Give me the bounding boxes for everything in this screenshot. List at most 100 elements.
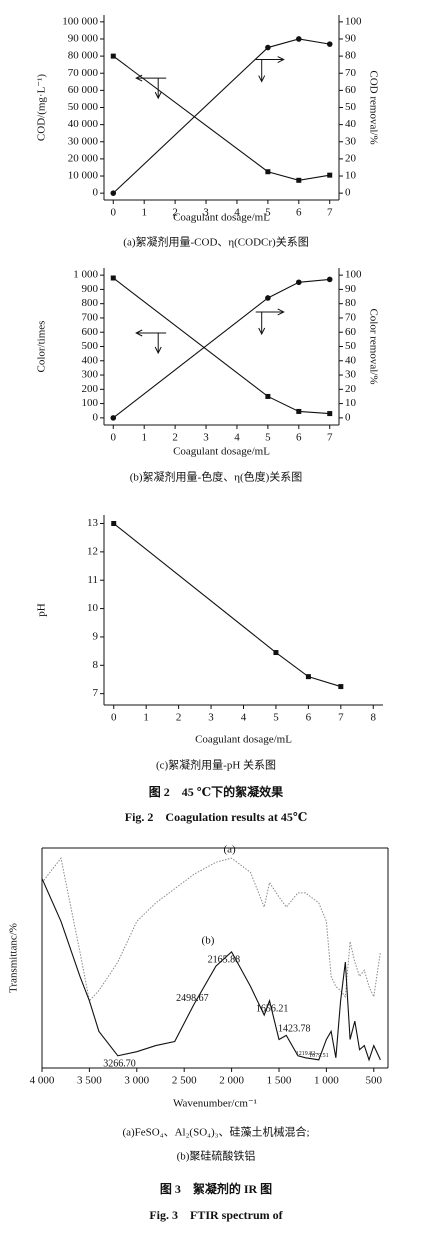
x-tick-label: 2 000 bbox=[219, 1075, 244, 1087]
marker bbox=[326, 41, 333, 47]
y2-tick-label: 50 bbox=[345, 340, 357, 352]
x-tick-label: 1 000 bbox=[314, 1075, 339, 1087]
series-line bbox=[41, 878, 381, 1062]
y-axis-label: pH bbox=[36, 603, 48, 617]
y2-tick-label: 50 bbox=[345, 101, 357, 113]
peak-label: 1079.51 bbox=[309, 1053, 329, 1059]
y-tick-label: 500 bbox=[82, 340, 99, 352]
y2-tick-label: 90 bbox=[345, 33, 357, 45]
marker bbox=[111, 521, 117, 527]
series-label: (a) bbox=[223, 844, 236, 856]
y-tick-label: 10 000 bbox=[68, 170, 99, 182]
x-tick-label: 0 bbox=[111, 432, 117, 444]
series-line bbox=[112, 38, 330, 194]
x-tick-label: 7 bbox=[327, 207, 333, 219]
x-tick-label: 1 bbox=[141, 432, 147, 444]
peak-label: 3266.70 bbox=[103, 1058, 136, 1069]
y2-tick-label: 10 bbox=[345, 170, 357, 182]
y2-tick-label: 100 bbox=[345, 15, 362, 27]
y-tick-label: 100 000 bbox=[62, 15, 98, 27]
x-tick-label: 1 500 bbox=[267, 1075, 292, 1087]
y-tick-label: 400 bbox=[82, 354, 99, 366]
arrow bbox=[135, 329, 167, 355]
y-tick-label: 700 bbox=[82, 311, 99, 323]
y-tick-label: 50 000 bbox=[68, 101, 99, 113]
y2-tick-label: 40 bbox=[345, 354, 357, 366]
x-tick-label: 8 bbox=[371, 712, 377, 724]
x-tick-label: 6 bbox=[296, 432, 302, 444]
x-tick-label: 0 bbox=[111, 712, 117, 724]
marker bbox=[296, 36, 302, 42]
y-tick-label: 90 000 bbox=[68, 33, 99, 45]
x-tick-label: 5 bbox=[265, 207, 271, 219]
caption: (b)絮凝剂用量-色度、η(色度)关系图 bbox=[130, 470, 303, 484]
y-tick-label: 800 bbox=[82, 297, 99, 309]
x-tick-label: 5 bbox=[273, 712, 279, 724]
marker bbox=[305, 674, 311, 680]
x-tick-label: 6 bbox=[306, 712, 312, 724]
marker bbox=[327, 411, 333, 417]
y-tick-label: 0 bbox=[93, 411, 99, 423]
peak-label: 2165.88 bbox=[208, 954, 241, 965]
y-axis-label: Color/times bbox=[36, 321, 48, 373]
x-tick-label: 5 bbox=[265, 432, 271, 444]
series-label: (b) bbox=[202, 935, 215, 947]
arrow bbox=[255, 308, 285, 336]
y2-tick-label: 30 bbox=[345, 369, 357, 381]
y-tick-label: 13 bbox=[87, 517, 99, 529]
x-tick-label: 2 bbox=[172, 432, 178, 444]
y2-tick-label: 90 bbox=[345, 283, 357, 295]
y-tick-label: 20 000 bbox=[68, 152, 99, 164]
figure-title: 图 2 45 ℃下的絮凝效果 bbox=[149, 784, 283, 799]
y-tick-label: 900 bbox=[82, 283, 99, 295]
y2-tick-label: 80 bbox=[345, 297, 357, 309]
figure-title: Fig. 2 Coagulation results at 45℃ bbox=[125, 810, 308, 824]
x-tick-label: 3 bbox=[203, 432, 209, 444]
y2-axis-label: COD removal/% bbox=[367, 70, 379, 144]
y-tick-label: 0 bbox=[93, 187, 99, 199]
caption: (c)絮凝剂用量-pH 关系图 bbox=[156, 758, 276, 772]
y2-tick-label: 10 bbox=[345, 397, 357, 409]
y-tick-label: 30 000 bbox=[68, 135, 99, 147]
x-tick-label: 4 bbox=[241, 712, 247, 724]
y2-tick-label: 0 bbox=[345, 187, 351, 199]
marker bbox=[265, 393, 271, 399]
x-tick-label: 6 bbox=[296, 207, 302, 219]
y-tick-label: 60 000 bbox=[68, 84, 99, 96]
x-tick-label: 7 bbox=[338, 712, 344, 724]
peak-label: 1656.21 bbox=[256, 1003, 289, 1014]
y-tick-label: 9 bbox=[93, 630, 99, 642]
x-axis-label: Coagulant dosage/mL bbox=[195, 734, 292, 746]
x-tick-label: 3 000 bbox=[124, 1075, 149, 1087]
y-tick-label: 300 bbox=[82, 369, 99, 381]
figure-title: Fig. 3 FTIR spectrum of bbox=[149, 1208, 283, 1222]
marker bbox=[296, 177, 302, 183]
y-axis-label: COD/(mg·L⁻¹) bbox=[36, 74, 48, 141]
peak-label: 1423.78 bbox=[278, 1024, 311, 1035]
y-tick-label: 11 bbox=[87, 574, 98, 586]
x-tick-label: 2 500 bbox=[172, 1075, 197, 1087]
x-tick-label: 1 bbox=[141, 207, 147, 219]
y-tick-label: 200 bbox=[82, 383, 99, 395]
x-tick-label: 0 bbox=[111, 207, 117, 219]
x-tick-label: 1 bbox=[143, 712, 149, 724]
marker bbox=[265, 169, 271, 175]
x-tick-label: 4 000 bbox=[30, 1075, 55, 1087]
marker bbox=[273, 650, 279, 656]
y-tick-label: 80 000 bbox=[68, 50, 99, 62]
y2-tick-label: 60 bbox=[345, 84, 357, 96]
marker bbox=[296, 279, 302, 286]
marker bbox=[110, 53, 116, 59]
y2-axis-label: Color removal/% bbox=[367, 308, 379, 384]
y-tick-label: 70 000 bbox=[68, 67, 99, 79]
x-tick-label: 2 bbox=[176, 712, 182, 724]
y-tick-label: 40 000 bbox=[68, 118, 99, 130]
x-tick-label: 7 bbox=[327, 432, 333, 444]
y2-tick-label: 80 bbox=[345, 50, 357, 62]
peak-label: 2498.67 bbox=[176, 993, 209, 1004]
x-tick-label: 4 bbox=[234, 207, 240, 219]
arrow bbox=[135, 74, 167, 100]
series-line bbox=[113, 523, 341, 688]
y-tick-label: 600 bbox=[82, 326, 99, 338]
y2-tick-label: 30 bbox=[345, 135, 357, 147]
